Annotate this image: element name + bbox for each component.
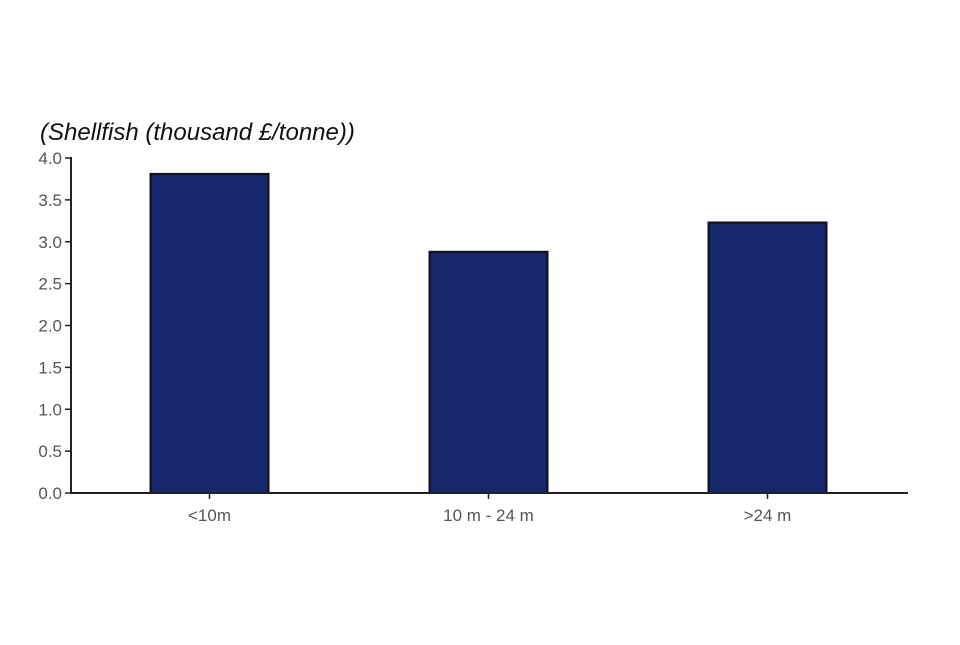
x-tick-label: 10 m - 24 m (443, 506, 534, 525)
y-tick-label: 1.5 (38, 358, 62, 377)
bar (707, 221, 828, 495)
y-tick-label: 3.5 (38, 191, 62, 210)
y-tick-label: 0.0 (38, 484, 62, 503)
y-tick-label: 4.0 (38, 149, 62, 168)
bar (149, 172, 270, 494)
y-tick-label: 0.5 (38, 442, 62, 461)
y-tick-label: 2.0 (38, 317, 62, 336)
y-tick-label: 2.5 (38, 275, 62, 294)
chart-title: (Shellfish (thousand £/tonne)) (40, 119, 355, 146)
x-tick-label: <10m (188, 506, 231, 525)
bar (428, 250, 549, 494)
y-tick-label: 3.0 (38, 233, 62, 252)
y-tick-label: 1.0 (38, 400, 62, 419)
x-tick-label: >24 m (744, 506, 792, 525)
